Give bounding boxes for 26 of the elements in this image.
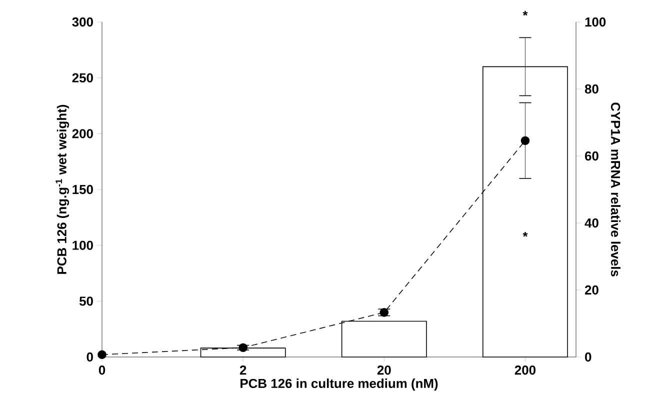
point <box>98 350 106 360</box>
y2-tick-label: 0 <box>585 352 592 362</box>
text: * <box>522 10 528 16</box>
y-tick-label: 200 <box>72 129 93 138</box>
x-axis-title: PCB 126 in culture medium (nM) <box>240 378 438 391</box>
y-axis-title: PCB 126 (ng.g$^{-1}$ wet weight) <box>56 104 70 274</box>
y2-tick-label: 20 <box>584 285 598 295</box>
y2-tick-label: 100 <box>585 17 606 27</box>
y-tick-label: 100 <box>72 240 93 250</box>
y-tick-label: 50 <box>79 296 93 306</box>
x-tick-label: 200 <box>514 366 536 375</box>
y2-tick-label: 80 <box>584 84 598 94</box>
point <box>238 343 248 352</box>
x-tick-label: 20 <box>377 366 391 375</box>
y2-axis-title: CYP1A mRNA relative levels <box>610 102 620 276</box>
annotation: * <box>522 232 528 237</box>
x-tick-label: 2 <box>240 366 246 375</box>
x-tick-label: 0 <box>98 366 106 375</box>
y-tick-label: 300 <box>72 17 93 27</box>
point <box>520 136 530 145</box>
point <box>380 308 389 317</box>
y-tick-label: 0 <box>86 352 93 362</box>
y2-tick-label: 40 <box>584 218 598 228</box>
y-tick-label: 250 <box>72 73 93 82</box>
y-tick-label: 150 <box>72 184 93 194</box>
y2-tick-label: 60 <box>584 151 598 161</box>
